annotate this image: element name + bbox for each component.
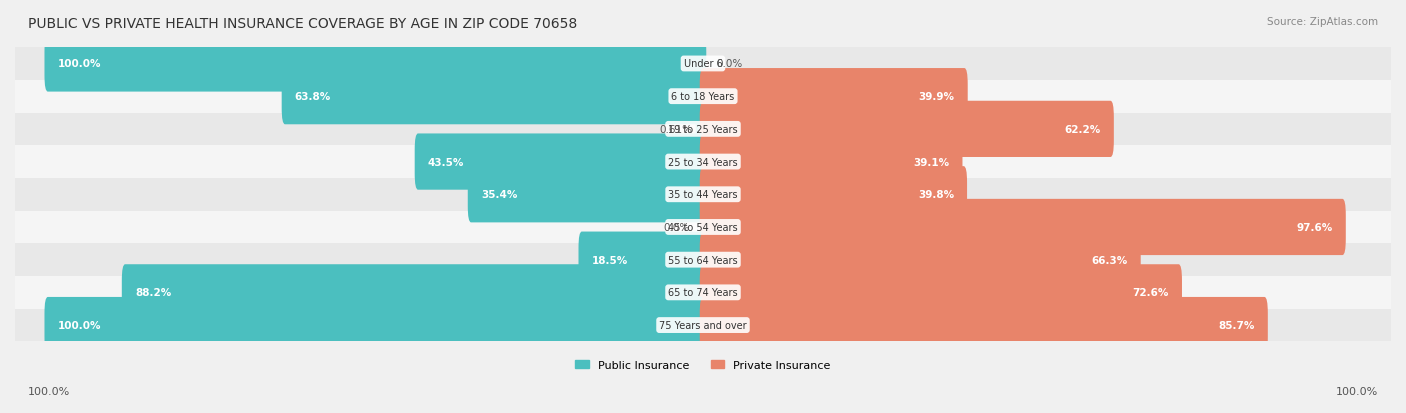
Text: 97.6%: 97.6% [1296,223,1333,233]
FancyBboxPatch shape [700,297,1268,354]
Text: Source: ZipAtlas.com: Source: ZipAtlas.com [1267,17,1378,26]
FancyBboxPatch shape [468,167,706,223]
FancyBboxPatch shape [45,36,706,93]
Text: 35 to 44 Years: 35 to 44 Years [668,190,738,200]
Text: 6 to 18 Years: 6 to 18 Years [672,92,734,102]
FancyBboxPatch shape [15,309,1391,342]
FancyBboxPatch shape [15,81,1391,113]
Text: 100.0%: 100.0% [28,387,70,396]
Text: 39.8%: 39.8% [918,190,953,200]
FancyBboxPatch shape [700,199,1346,256]
FancyBboxPatch shape [578,232,706,288]
FancyBboxPatch shape [45,297,706,354]
Text: 0.0%: 0.0% [664,223,690,233]
Text: PUBLIC VS PRIVATE HEALTH INSURANCE COVERAGE BY AGE IN ZIP CODE 70658: PUBLIC VS PRIVATE HEALTH INSURANCE COVER… [28,17,578,31]
Text: 25 to 34 Years: 25 to 34 Years [668,157,738,167]
Text: 100.0%: 100.0% [58,320,101,330]
Text: Under 6: Under 6 [683,59,723,69]
Text: 0.0%: 0.0% [716,59,742,69]
FancyBboxPatch shape [700,102,1114,158]
Text: 72.6%: 72.6% [1132,288,1168,298]
FancyBboxPatch shape [700,232,1140,288]
Text: 100.0%: 100.0% [58,59,101,69]
FancyBboxPatch shape [696,102,706,158]
Text: 62.2%: 62.2% [1064,125,1101,135]
Text: 19 to 25 Years: 19 to 25 Years [668,125,738,135]
Text: 88.2%: 88.2% [135,288,172,298]
FancyBboxPatch shape [15,244,1391,276]
Text: 35.4%: 35.4% [481,190,517,200]
Text: 75 Years and over: 75 Years and over [659,320,747,330]
FancyBboxPatch shape [122,265,706,321]
FancyBboxPatch shape [15,211,1391,244]
FancyBboxPatch shape [15,178,1391,211]
Text: 45 to 54 Years: 45 to 54 Years [668,223,738,233]
Text: 100.0%: 100.0% [1336,387,1378,396]
Text: 63.8%: 63.8% [295,92,330,102]
FancyBboxPatch shape [700,167,967,223]
FancyBboxPatch shape [415,134,706,190]
FancyBboxPatch shape [15,276,1391,309]
Text: 18.5%: 18.5% [592,255,628,265]
FancyBboxPatch shape [15,113,1391,146]
FancyBboxPatch shape [15,48,1391,81]
Text: 85.7%: 85.7% [1219,320,1254,330]
Text: 39.9%: 39.9% [918,92,955,102]
Text: 65 to 74 Years: 65 to 74 Years [668,288,738,298]
FancyBboxPatch shape [700,265,1182,321]
Legend: Public Insurance, Private Insurance: Public Insurance, Private Insurance [571,355,835,374]
Text: 39.1%: 39.1% [914,157,949,167]
Text: 0.61%: 0.61% [659,125,692,135]
FancyBboxPatch shape [700,69,967,125]
FancyBboxPatch shape [281,69,706,125]
FancyBboxPatch shape [15,146,1391,178]
FancyBboxPatch shape [700,134,963,190]
Text: 66.3%: 66.3% [1091,255,1128,265]
Text: 43.5%: 43.5% [427,157,464,167]
Text: 55 to 64 Years: 55 to 64 Years [668,255,738,265]
